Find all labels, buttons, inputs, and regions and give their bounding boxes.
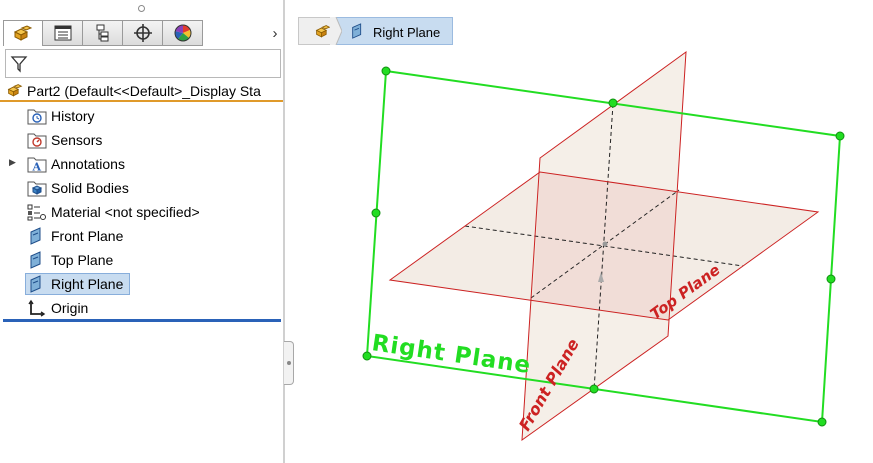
tree-item-label: Top Plane (51, 252, 114, 268)
crosshair-icon (133, 24, 152, 42)
panel-splitter[interactable] (283, 0, 285, 463)
plane-icon (30, 275, 41, 293)
tab-propertymanager[interactable] (43, 20, 83, 46)
expand-arrow-icon[interactable]: ▶ (9, 157, 16, 167)
tree-item-label: Front Plane (51, 228, 124, 244)
part-icon (315, 25, 331, 38)
part-label: Part2 (Default<<Default>_Display Sta (27, 83, 261, 99)
tree-item-label: Annotations (51, 156, 125, 172)
tree-part-node[interactable]: Part2 (Default<<Default>_Display Sta (0, 80, 283, 102)
right-plane-handles[interactable] (362, 66, 845, 427)
tree-item-right-plane[interactable]: Right Plane (0, 272, 283, 296)
graphics-area[interactable]: Right Plane Top Plane Front Plane (286, 0, 873, 463)
tree-item-label: Right Plane (51, 276, 124, 292)
tree-filter-box[interactable] (5, 49, 281, 78)
plane-icon (30, 251, 41, 269)
origin-icon (28, 299, 46, 317)
tab-displaymanager[interactable] (163, 20, 203, 46)
chevron-right-icon[interactable]: › (272, 24, 278, 42)
breadcrumb: Right Plane (298, 17, 454, 45)
configuration-icon (96, 24, 108, 42)
property-sheet-icon (54, 25, 71, 41)
right-plane-label: Right Plane (370, 330, 533, 379)
solid-bodies-folder-icon (27, 181, 47, 197)
tab-configurationmanager[interactable] (83, 20, 123, 46)
tree-item-material[interactable]: Material <not specified> (0, 200, 283, 224)
origin-arrow (598, 272, 604, 282)
part-icon (7, 84, 23, 97)
origin-marker[interactable] (602, 241, 608, 247)
feature-manager-panel: › Part2 (Default<<Default>_Display Sta H… (0, 0, 283, 463)
tree-end-marker (3, 319, 281, 322)
tree-item-solid-bodies[interactable]: Solid Bodies (0, 176, 283, 200)
tree-item-top-plane[interactable]: Top Plane (0, 248, 283, 272)
tree-item-sensors[interactable]: Sensors (0, 128, 283, 152)
material-icon (27, 204, 46, 221)
tree-item-origin[interactable]: Origin (0, 296, 283, 320)
part-icon (13, 24, 33, 41)
front-plane-edge[interactable] (521, 50, 687, 442)
panel-grip[interactable] (0, 0, 283, 18)
tree-item-label: Sensors (51, 132, 103, 148)
planes-view[interactable]: Right Plane Top Plane Front Plane (286, 0, 873, 463)
plane-icon (352, 23, 362, 39)
tree-item-label: Solid Bodies (51, 180, 129, 196)
breadcrumb-separator-icon (330, 17, 342, 45)
manager-tabs: › (3, 20, 283, 46)
collapse-panel-handle[interactable] (284, 341, 294, 385)
filter-icon (10, 56, 28, 73)
sensors-folder-icon (27, 133, 47, 149)
tab-featuremanager-tree[interactable] (3, 20, 43, 46)
selection-highlight (25, 273, 130, 295)
tree-item-label: History (51, 108, 95, 124)
annotations-folder-icon: A (27, 157, 47, 174)
tree-item-label: Material <not specified> (51, 204, 200, 220)
plane-icon (30, 227, 41, 245)
tree-item-front-plane[interactable]: Front Plane (0, 224, 283, 248)
history-folder-icon (27, 109, 47, 125)
tree-item-label: Origin (51, 300, 89, 316)
tree-item-history[interactable]: History (0, 104, 283, 128)
tab-dimxpertmanager[interactable] (123, 20, 163, 46)
color-wheel-icon (174, 24, 191, 42)
top-plane-edge[interactable] (388, 171, 820, 321)
svg-text:A: A (32, 161, 42, 174)
tree-item-annotations[interactable]: ▶ A Annotations (0, 152, 283, 176)
breadcrumb-label: Right Plane (373, 25, 441, 40)
